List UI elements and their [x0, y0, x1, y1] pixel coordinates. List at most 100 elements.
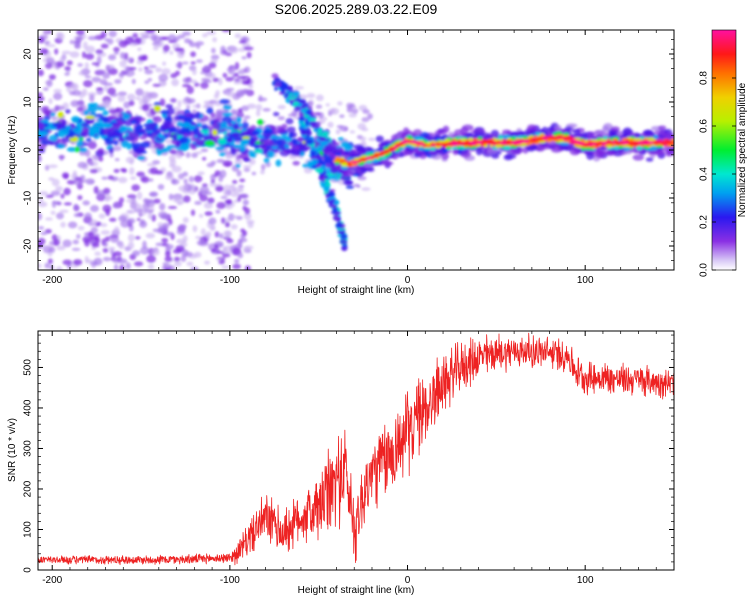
spectrogram-cell	[237, 252, 244, 259]
spectrogram-cell	[550, 147, 563, 153]
spectrogram-cell	[153, 198, 161, 204]
spectrogram-cell	[166, 127, 178, 132]
spectrogram-cell	[98, 156, 104, 162]
spectrogram-cell	[124, 119, 133, 127]
spectrogram-cell	[194, 175, 203, 183]
spectrogram-cell	[62, 259, 73, 266]
spectrogram-cell	[48, 140, 54, 145]
spectrogram-cell	[281, 123, 288, 130]
spectrogram-cell	[329, 198, 336, 204]
spectrogram-cell	[238, 186, 244, 193]
spectrogram-cell	[129, 43, 138, 47]
spectrogram-cell	[78, 71, 89, 76]
spectrogram-cell	[130, 176, 137, 180]
spectrogram-cell	[241, 80, 251, 85]
spectrogram-cell	[348, 112, 357, 118]
spectrogram-cell	[356, 184, 361, 188]
spectrogram-cell	[44, 40, 51, 45]
spectrogram-cell	[201, 33, 208, 38]
spectrogram-cell	[61, 172, 70, 179]
spectrogram-cell	[196, 122, 203, 128]
spectrogram-cell	[45, 194, 54, 198]
spectrogram-cell	[223, 184, 231, 190]
spectrogram-cell	[319, 165, 326, 170]
spectrogram-cell	[660, 141, 668, 145]
spectrogram-cell	[120, 52, 125, 59]
spectrogram-cell	[582, 143, 591, 147]
spectrogram-cell	[185, 152, 191, 158]
spectrogram-cell	[606, 141, 614, 145]
spectrogram-cell	[59, 154, 64, 161]
spectrogram-cell	[140, 176, 150, 183]
spectrogram-cell	[300, 108, 307, 113]
spectrogram-cell	[250, 151, 257, 159]
spectrogram-cell	[239, 89, 250, 95]
spectrogram-cell	[230, 215, 239, 219]
spectrogram-cell	[108, 54, 117, 61]
spectrogram-cell	[321, 176, 326, 183]
spectrogram-cell	[91, 242, 100, 248]
spectrogram-cell	[53, 238, 61, 247]
spectrogram-cell	[103, 85, 108, 92]
spectrogram-cell	[194, 201, 202, 205]
spectrogram-cell	[225, 76, 234, 82]
spectrogram-cell	[313, 112, 322, 116]
spectrogram-cell	[336, 230, 345, 234]
spectrogram-cell	[376, 147, 385, 151]
spectrogram-cell	[504, 153, 517, 160]
colorbar-gradient	[711, 29, 737, 271]
spectrogram-cell	[186, 261, 194, 266]
spectrogram-cell	[118, 243, 125, 250]
colorbar-ticks: 0.0 0.2 0.4 0.6 0.8	[699, 71, 736, 277]
spectrogram-cell	[85, 53, 95, 60]
spectrogram-cell	[96, 56, 102, 65]
spectrogram-cell	[225, 205, 233, 210]
spectrogram-cell	[155, 148, 163, 156]
spectrogram-cell	[245, 129, 252, 136]
spectrogram-cell	[226, 138, 233, 143]
snr-xtick-label: 100	[577, 575, 594, 586]
spectrogram-cell	[81, 51, 87, 59]
spectrogram-cell	[133, 142, 142, 148]
spectrogram-cell	[145, 125, 155, 132]
spectrogram-cell	[54, 48, 59, 55]
spectrogram-cell	[434, 143, 441, 146]
spectrogram-cell	[256, 134, 264, 139]
spectrogram-cell	[137, 155, 146, 161]
snr-xtick-label: -200	[42, 575, 62, 586]
spectrogram-cell	[499, 141, 507, 145]
spectrogram-cell	[357, 122, 367, 130]
spectrogram-cell	[72, 89, 82, 96]
spectrogram-cell	[407, 135, 413, 141]
spectrogram-cell	[69, 39, 75, 45]
spectrogram-cell	[277, 145, 286, 150]
spectrogram-cell	[173, 256, 181, 262]
spectrogram-cell	[61, 119, 67, 127]
colorbar-tick-label: 0.0	[699, 263, 710, 277]
spectrogram-cell	[44, 217, 54, 221]
spectrogram-cell	[196, 132, 204, 139]
spectrogram-cell	[88, 128, 97, 137]
spectrogram-cell	[337, 101, 343, 106]
spectrogram-cell	[335, 223, 343, 229]
spectrogram-cell	[104, 100, 111, 107]
spectrogram-cell	[395, 143, 404, 147]
spectrogram-cell	[214, 231, 220, 238]
spectrogram-cell	[44, 262, 50, 269]
spectrogram-cell	[219, 151, 226, 157]
spectrogram-cell	[434, 137, 441, 140]
spectrogram-cell	[163, 120, 172, 127]
spectrogram-cell	[112, 203, 120, 209]
spectrogram-cell	[605, 151, 617, 156]
spectrogram-cell	[103, 187, 111, 195]
spectrogram-cell	[523, 139, 530, 143]
spectrogram-cell	[220, 195, 228, 200]
spectrogram-cell	[220, 50, 229, 56]
spectrogram-cell	[511, 148, 522, 155]
spectrogram-cell	[263, 157, 270, 164]
spectrogram-cell	[50, 112, 56, 117]
spectrogram-cell	[376, 153, 384, 157]
spectrogram-cell	[306, 92, 316, 99]
spectrogram-cell	[304, 135, 311, 140]
spectrogram-cell	[141, 91, 151, 100]
